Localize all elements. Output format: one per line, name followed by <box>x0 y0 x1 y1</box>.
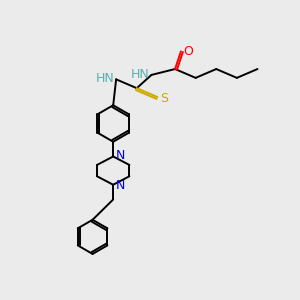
Text: HN: HN <box>96 72 115 85</box>
Text: HN: HN <box>131 68 150 80</box>
Text: O: O <box>183 45 193 58</box>
Text: N: N <box>116 149 125 162</box>
Text: S: S <box>160 92 168 105</box>
Text: N: N <box>116 179 125 192</box>
